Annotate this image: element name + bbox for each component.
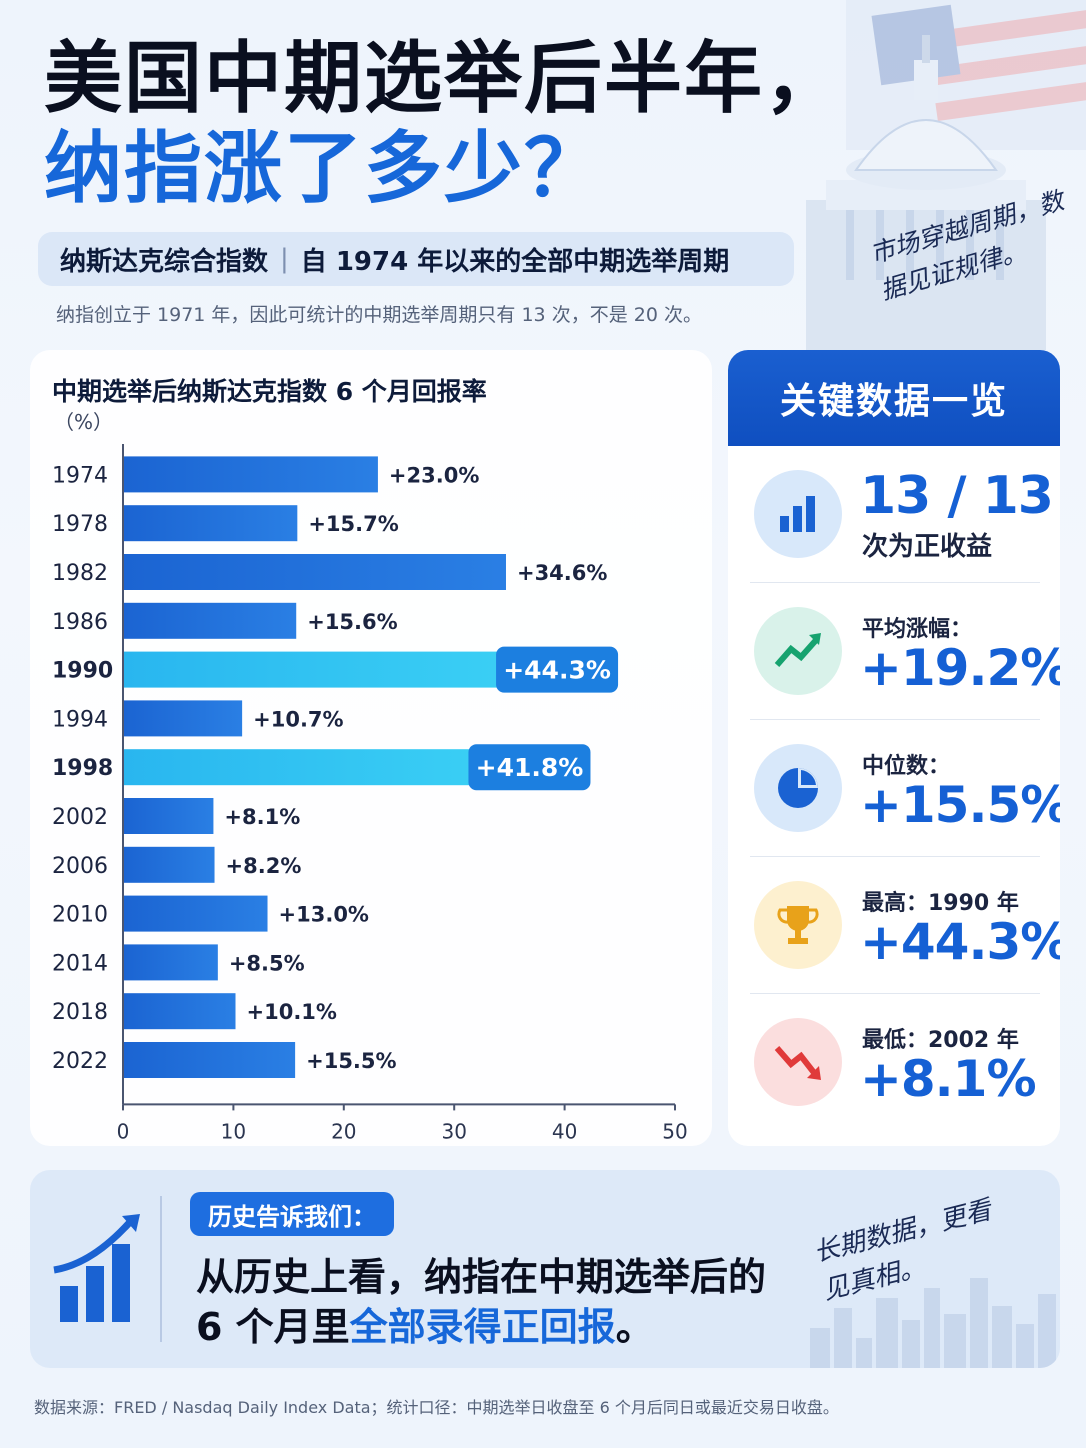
kp-value-lowest: +8.1%: [860, 1050, 1037, 1108]
kp-value-highest: +44.3%: [860, 913, 1060, 971]
data-label: +10.1%: [247, 1000, 337, 1024]
bar: [124, 554, 506, 590]
key-points-title: 关键数据一览: [728, 350, 1060, 446]
data-label: +8.1%: [224, 805, 300, 829]
subtitle-note: 纳指创立于 1971 年，因此可统计的中期选举周期只有 13 次，不是 20 次…: [56, 304, 702, 326]
data-label: +41.8%: [476, 753, 584, 782]
data-label-badge: [468, 744, 591, 791]
y-tick-label: 1986: [52, 610, 108, 635]
us-flag-decoration: [846, 0, 1086, 150]
y-tick-label: 1974: [52, 463, 108, 488]
key-point-highest: 最高：1990 年 +44.3%: [728, 857, 1060, 994]
bar: [124, 895, 268, 932]
kp-value-median: +15.5%: [860, 776, 1060, 834]
y-tick-label: 2022: [52, 1049, 108, 1074]
bar: [124, 505, 298, 542]
trend-up-icon: [754, 607, 842, 695]
subtitle-separator: |: [280, 244, 289, 274]
y-tick-label: 2010: [52, 903, 108, 928]
data-source-footer: 数据来源：FRED / Nasdaq Daily Index Data；统计口径…: [34, 1398, 839, 1417]
history-tag: 历史告诉我们：: [190, 1192, 394, 1236]
conclusion-line2: 6 个月里全部录得正回报。: [196, 1296, 654, 1351]
data-label: +13.0%: [279, 903, 369, 927]
trend-down-icon: [754, 1018, 842, 1106]
data-label: +8.2%: [226, 854, 302, 878]
y-tick-label: 2002: [52, 805, 108, 830]
bar-chart: 0 10 20 30 40 50 1974 +23.0% 1978 +15.7% 1982 +34.6…: [52, 444, 688, 1143]
data-label: +34.6%: [517, 561, 607, 585]
y-tick-label: 1982: [52, 561, 108, 586]
chart-unit: （%）: [54, 410, 114, 434]
divider: [160, 1196, 162, 1342]
conclusion-line2-prefix: 6 个月里: [196, 1305, 350, 1349]
bar: [124, 602, 297, 639]
y-tick-label: 1978: [52, 512, 108, 537]
bar: [124, 700, 243, 737]
data-label: +15.5%: [306, 1049, 396, 1073]
y-tick-label: 1994: [52, 707, 108, 732]
bar: [124, 798, 214, 834]
trophy-icon: [754, 881, 842, 969]
data-label: +8.5%: [229, 951, 305, 975]
y-tick-label: 2014: [52, 951, 108, 976]
page-title-line2: 纳指涨了多少？: [44, 124, 605, 214]
kp-label-positive: 次为正收益: [862, 532, 993, 562]
data-label-badge: [496, 646, 619, 693]
conclusion-card: 历史告诉我们： 从历史上看，纳指在中期选举后的 6 个月里全部录得正回报。 长期…: [30, 1170, 1060, 1368]
page-title-line1: 美国中期选举后半年，: [44, 34, 845, 124]
bar: [124, 993, 236, 1030]
bar-chart-icon: [754, 470, 842, 558]
bar: [124, 846, 215, 883]
divider: [750, 719, 1040, 720]
pie-chart-icon: [754, 744, 842, 832]
kp-label-median: 中位数：: [862, 754, 951, 779]
y-tick-label: 2006: [52, 854, 108, 879]
bar: [124, 456, 378, 493]
bar: [124, 1042, 296, 1078]
data-label: +10.7%: [253, 707, 343, 731]
x-tick-label: 0: [117, 1119, 130, 1143]
key-point-median: 中位数： +15.5%: [728, 720, 1060, 857]
key-point-lowest: 最低：2002 年 +8.1%: [728, 994, 1060, 1131]
conclusion-highlight: 全部录得正回报: [349, 1305, 616, 1349]
y-tick-label: 2018: [52, 1000, 108, 1025]
growth-chart-icon: [53, 1214, 140, 1322]
kp-label-highest: 最高：1990 年: [862, 891, 1019, 916]
divider: [750, 993, 1040, 994]
subtitle-right: 自 1974 年以来的全部中期选举周期: [300, 246, 730, 277]
data-label: +15.6%: [307, 610, 397, 634]
key-points-card: 关键数据一览 13 / 13 次为正收益 平均涨幅： +19.2% 中位数： +…: [728, 350, 1060, 1146]
subtitle-left: 纳斯达克综合指数: [60, 246, 269, 277]
x-tick-label: 40: [552, 1119, 577, 1143]
kp-value-average: +19.2%: [860, 639, 1060, 697]
chart-title: 中期选举后纳斯达克指数 6 个月回报率: [52, 377, 487, 406]
city-skyline-decoration: [810, 1278, 1056, 1368]
y-tick-label: 1998: [52, 756, 113, 781]
conclusion-line1: 从历史上看，纳指在中期选举后的: [196, 1255, 767, 1299]
key-point-average: 平均涨幅： +19.2%: [728, 583, 1060, 720]
x-tick-label: 20: [331, 1119, 356, 1143]
x-tick-label: 10: [221, 1119, 246, 1143]
divider: [750, 856, 1040, 857]
subtitle-pill: 纳斯达克综合指数 | 自 1974 年以来的全部中期选举周期: [38, 232, 794, 286]
kp-label-average: 平均涨幅：: [862, 617, 973, 642]
y-tick-label: 1990: [52, 659, 113, 684]
capitol-illustration: [806, 35, 1046, 350]
x-tick-label: 30: [441, 1119, 466, 1143]
bar: [124, 944, 218, 981]
divider: [750, 582, 1040, 583]
kp-label-lowest: 最低：2002 年: [862, 1028, 1019, 1053]
chart-card: 中期选举后纳斯达克指数 6 个月回报率 （%） 0 10 20 30 40 50 1974 +…: [30, 350, 712, 1146]
data-label: +15.7%: [308, 512, 398, 536]
data-label: +23.0%: [389, 463, 479, 487]
x-tick-label: 50: [662, 1119, 687, 1143]
key-point-positive-count: 13 / 13 次为正收益: [728, 446, 1060, 583]
conclusion-line2-suffix: 。: [615, 1305, 654, 1349]
data-label: +44.3%: [503, 656, 611, 685]
kp-value-positive: 13 / 13: [860, 466, 1054, 526]
